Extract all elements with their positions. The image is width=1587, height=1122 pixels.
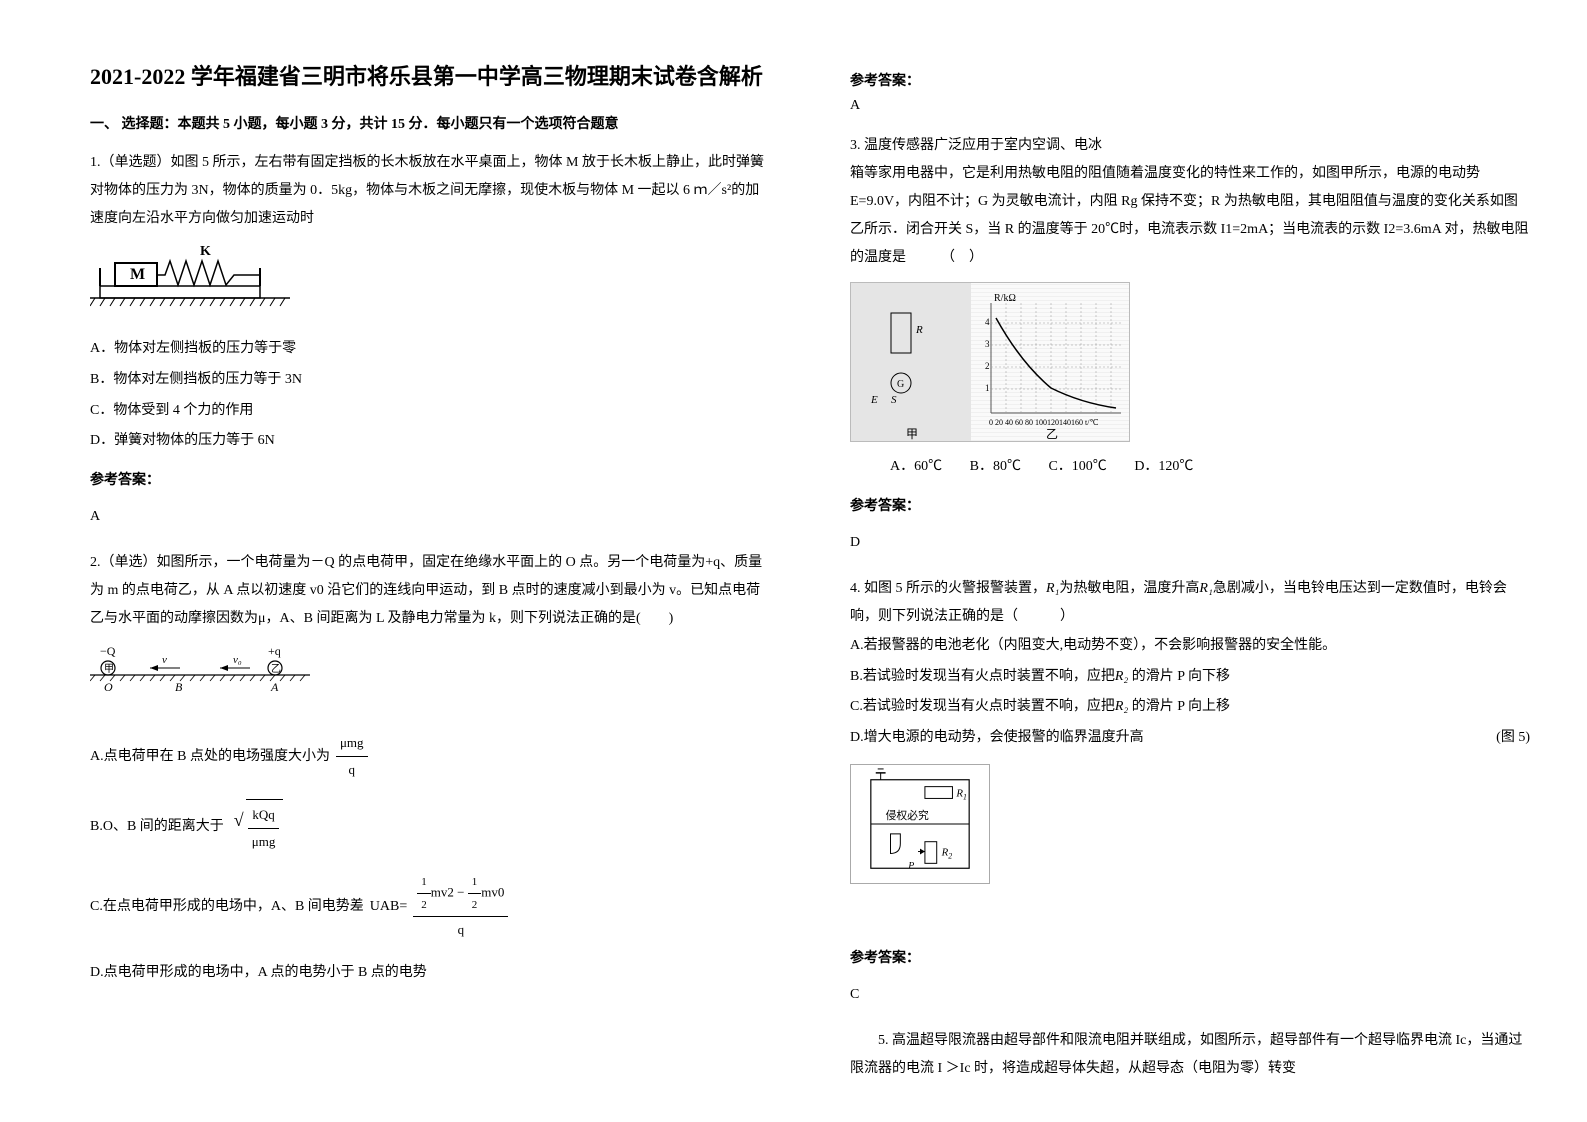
q4-answer: C [850, 981, 1530, 1009]
svg-text:R/kΩ: R/kΩ [994, 293, 1016, 304]
svg-text:S: S [891, 394, 897, 406]
svg-text:乙: 乙 [271, 663, 281, 675]
right-column: 参考答案： A 3. 温度传感器广泛应用于室内空调、电冰 箱等家用电器中，它是利… [850, 60, 1530, 1101]
svg-text:乙: 乙 [1046, 427, 1058, 441]
q2-opt-b-text: B.O、B 间的距离大于 [90, 813, 224, 841]
uab-fraction: 12mv2 − 12mv0 q [413, 871, 508, 943]
q3-opt-a: A．60℃ [890, 452, 942, 483]
alarm-circuit-diagram: R1 R2 P 侵权必究 [850, 764, 990, 884]
q2-answer: A [850, 98, 1530, 114]
sqrt-formula: kQq μmg [246, 799, 284, 855]
q1-opt-d: D．弹簧对物体的压力等于 6N [90, 426, 770, 457]
q3-options: A．60℃ B．80℃ C．100℃ D．120℃ [850, 452, 1530, 483]
q3-opt-d: D．120℃ [1134, 452, 1193, 483]
q4-opt-b: B.若试验时发现当有火点时装置不响，应把R₂ 的滑片 P 向下移 [850, 662, 1530, 693]
q4-options: A.若报警器的电池老化（内阻变大,电动势不变），不会影响报警器的安全性能。 B.… [850, 631, 1530, 754]
svg-text:R2: R2 [941, 846, 953, 860]
fig5-label: (图 5) [1496, 723, 1530, 754]
q3-opt-c: C．100℃ [1048, 452, 1106, 483]
svg-text:O: O [104, 680, 113, 693]
q5-text: 5. 高温超导限流器由超导部件和限流电阻并联组成，如图所示，超导部件有一个超导临… [850, 1027, 1530, 1083]
svg-text:3: 3 [985, 339, 990, 349]
question-2: 2.（单选）如图所示，一个电荷量为－Q 的点电荷甲，固定在绝缘水平面上的 O 点… [90, 549, 770, 987]
q3-opt-b: B．80℃ [970, 452, 1021, 483]
svg-text:2: 2 [985, 361, 990, 371]
formula-umg-over-q: μmg q [336, 730, 368, 783]
question-3: 3. 温度传感器广泛应用于室内空调、电冰 箱等家用电器中，它是利用热敏电阻的阻值… [850, 132, 1530, 557]
svg-text:B: B [175, 680, 183, 693]
svg-text:v: v [162, 654, 167, 666]
q1-options: A．物体对左侧挡板的压力等于零 B．物体对左侧挡板的压力等于 3N C．物体受到… [90, 334, 770, 457]
q1-opt-a: A．物体对左侧挡板的压力等于零 [90, 334, 770, 365]
q1-answer: A [90, 503, 770, 531]
q2-opt-a-text: A.点电荷甲在 B 点处的电场强度大小为 [90, 743, 330, 771]
q1-opt-c: C．物体受到 4 个力的作用 [90, 396, 770, 427]
svg-text:4: 4 [985, 317, 990, 327]
svg-text:M: M [130, 266, 145, 283]
exam-title: 2021-2022 学年福建省三明市将乐县第一中学高三物理期末试卷含解析 [90, 60, 770, 93]
left-column: 2021-2022 学年福建省三明市将乐县第一中学高三物理期末试卷含解析 一、 … [90, 60, 770, 1101]
svg-text:A: A [270, 680, 279, 693]
q1-opt-b: B．物体对左侧挡板的压力等于 3N [90, 365, 770, 396]
q4-opt-a: A.若报警器的电池老化（内阻变大,电动势不变），不会影响报警器的安全性能。 [850, 631, 1530, 662]
svg-text:P: P [907, 860, 914, 871]
section-1-header: 一、 选择题：本题共 5 小题，每小题 3 分，共计 15 分．每小题只有一个选… [90, 113, 770, 133]
svg-text:甲: 甲 [104, 664, 114, 675]
svg-text:1: 1 [985, 383, 990, 393]
q2-answer-label: 参考答案： [850, 70, 1530, 90]
svg-text:R: R [915, 324, 923, 336]
q2-text: 2.（单选）如图所示，一个电荷量为－Q 的点电荷甲，固定在绝缘水平面上的 O 点… [90, 549, 770, 633]
q3-text-1: 3. 温度传感器广泛应用于室内空调、电冰 [850, 132, 1530, 160]
spring-block-diagram: M K [90, 243, 290, 313]
q4-text: 4. 如图 5 所示的火警报警装置，R₁为热敏电阻，温度升高R₁急剧减小，当电铃… [850, 575, 1530, 631]
svg-text:E: E [870, 394, 878, 406]
svg-text:K: K [200, 244, 211, 259]
svg-text:v₀: v₀ [233, 654, 242, 666]
svg-text:侵权必究: 侵权必究 [886, 808, 929, 822]
q1-answer-label: 参考答案： [90, 467, 770, 495]
svg-text:0 20 40 60 80 100120140160 t/℃: 0 20 40 60 80 100120140160 t/℃ [989, 418, 1098, 427]
svg-text:R1: R1 [955, 787, 967, 801]
q2-opt-c: C.在点电荷甲形成的电场中，A、B 间电势差 UAB= 12mv2 − 12mv… [90, 871, 770, 943]
q2-opt-b: B.O、B 间的距离大于 kQq μmg [90, 799, 770, 855]
question-5: 5. 高温超导限流器由超导部件和限流电阻并联组成，如图所示，超导部件有一个超导临… [850, 1027, 1530, 1083]
page-container: 2021-2022 学年福建省三明市将乐县第一中学高三物理期末试卷含解析 一、 … [90, 60, 1547, 1101]
svg-text:+q: +q [268, 644, 281, 658]
question-4: 4. 如图 5 所示的火警报警装置，R₁为热敏电阻，温度升高R₁急剧减小，当电铃… [850, 575, 1530, 1009]
svg-text:−Q: −Q [100, 644, 116, 658]
q3-answer-label: 参考答案： [850, 493, 1530, 521]
q3-answer: D [850, 529, 1530, 557]
svg-text:甲: 甲 [906, 427, 918, 441]
thermistor-graph: R G E S 甲 R/kΩ 4 3 2 1 [850, 282, 1130, 442]
q2-opt-c-text: C.在点电荷甲形成的电场中，A、B 间电势差 [90, 893, 364, 921]
q4-opt-d: D.增大电源的电动势，会使报警的临界温度升高 [850, 723, 1144, 754]
q1-text: 1.（单选题）如图 5 所示，左右带有固定挡板的长木板放在水平桌面上，物体 M … [90, 149, 770, 233]
q3-text-2: 箱等家用电器中，它是利用热敏电阻的阻值随着温度变化的特性来工作的，如图甲所示，电… [850, 160, 1530, 272]
q4-opt-c: C.若试验时发现当有火点时装置不响，应把R₂ 的滑片 P 向上移 [850, 692, 1530, 723]
charge-line-diagram: 甲 −Q O v B v₀ 乙 +q A [90, 643, 310, 693]
q4-answer-label: 参考答案： [850, 945, 1530, 973]
q2-opt-a: A.点电荷甲在 B 点处的电场强度大小为 μmg q [90, 730, 770, 783]
uab-label: UAB= [370, 893, 407, 921]
question-1: 1.（单选题）如图 5 所示，左右带有固定挡板的长木板放在水平桌面上，物体 M … [90, 149, 770, 531]
q2-opt-d: D.点电荷甲形成的电场中，A 点的电势小于 B 点的电势 [90, 959, 770, 987]
svg-text:G: G [897, 379, 904, 390]
